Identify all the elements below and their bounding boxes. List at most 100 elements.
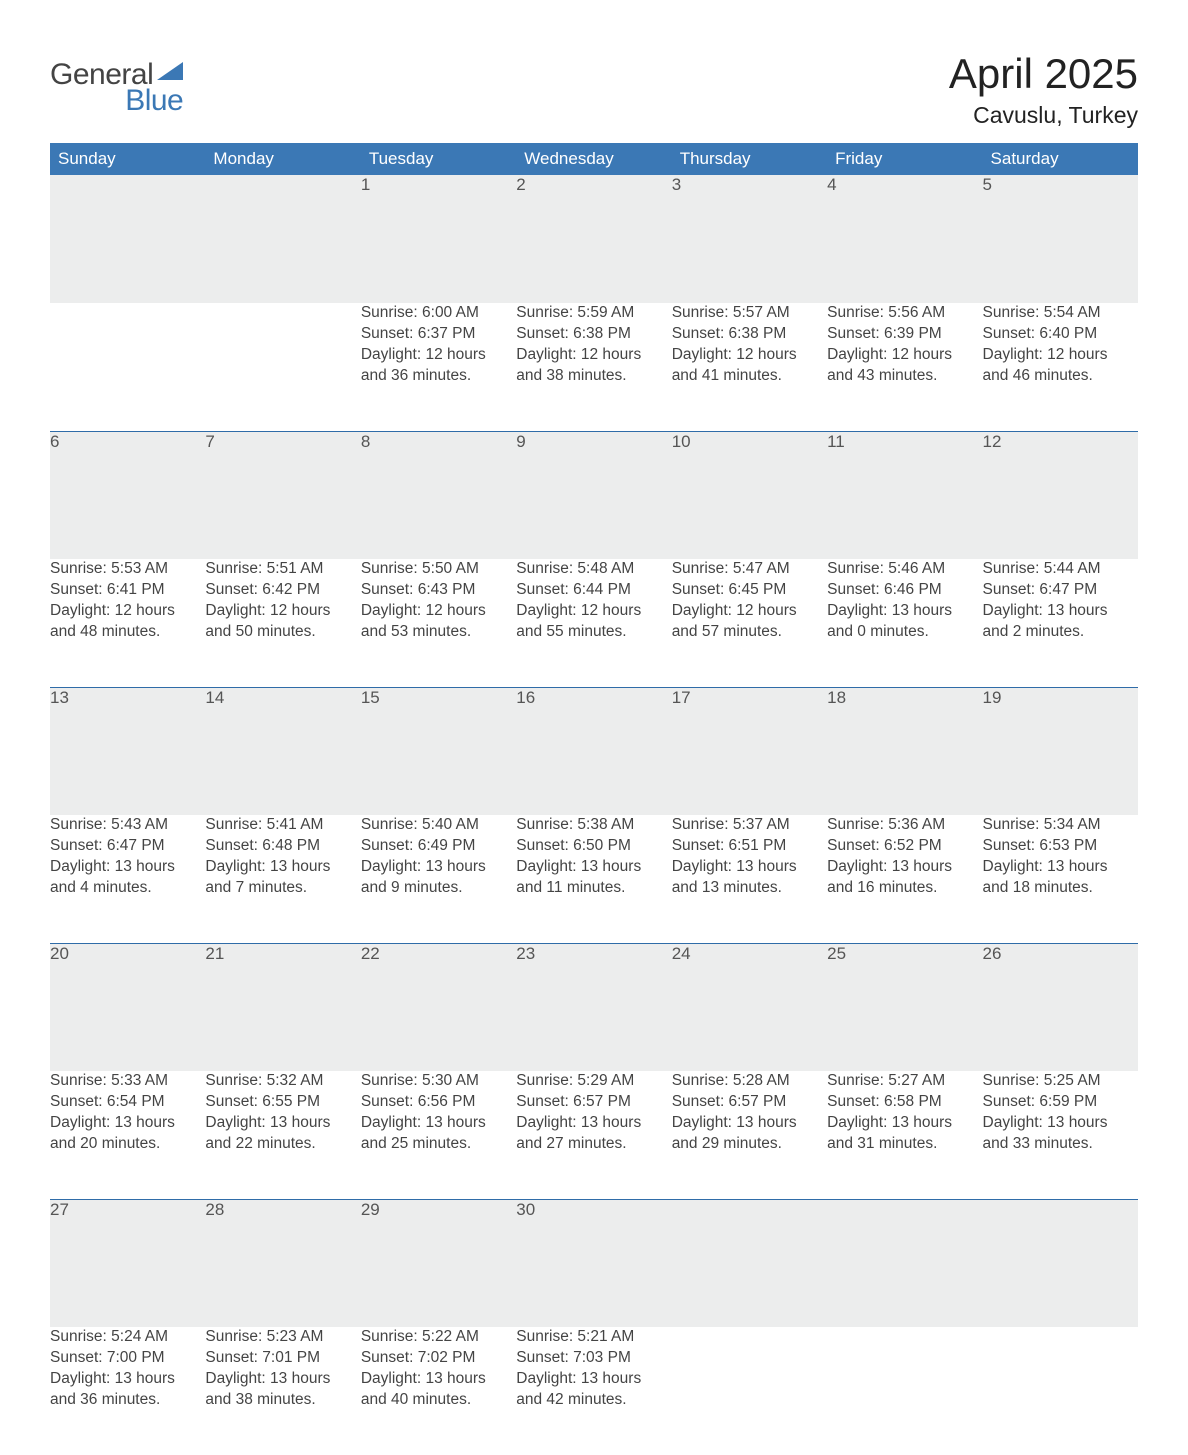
cell-dl2: and 20 minutes.: [50, 1134, 205, 1155]
cell-dl1: Daylight: 13 hours: [361, 1369, 516, 1390]
cell-sunset: Sunset: 6:38 PM: [672, 324, 827, 345]
day-content-cell: Sunrise: 5:53 AMSunset: 6:41 PMDaylight:…: [50, 559, 205, 687]
cell-dl2: and 48 minutes.: [50, 622, 205, 643]
cell-sunset: Sunset: 6:43 PM: [361, 580, 516, 601]
cell-dl1: Daylight: 13 hours: [827, 857, 982, 878]
day-content-cell: Sunrise: 5:21 AMSunset: 7:03 PMDaylight:…: [516, 1327, 671, 1455]
cell-dl2: and 25 minutes.: [361, 1134, 516, 1155]
day-number-cell: 12: [983, 431, 1138, 559]
day-number-cell: 11: [827, 431, 982, 559]
cell-sunset: Sunset: 6:55 PM: [205, 1092, 360, 1113]
brand-triangle-icon: [157, 56, 183, 86]
day-content-row: Sunrise: 5:24 AMSunset: 7:00 PMDaylight:…: [50, 1327, 1138, 1455]
weekday-header: Tuesday: [361, 143, 516, 175]
cell-sunset: Sunset: 6:49 PM: [361, 836, 516, 857]
day-number-cell: 6: [50, 431, 205, 559]
day-number-row: 20212223242526: [50, 943, 1138, 1071]
day-content-cell: Sunrise: 5:51 AMSunset: 6:42 PMDaylight:…: [205, 559, 360, 687]
cell-sunset: Sunset: 6:56 PM: [361, 1092, 516, 1113]
cell-sunrise: Sunrise: 5:50 AM: [361, 559, 516, 580]
day-content-cell: Sunrise: 5:36 AMSunset: 6:52 PMDaylight:…: [827, 815, 982, 943]
cell-dl2: and 55 minutes.: [516, 622, 671, 643]
cell-sunset: Sunset: 6:57 PM: [516, 1092, 671, 1113]
cell-dl2: and 36 minutes.: [361, 366, 516, 387]
cell-sunrise: Sunrise: 5:38 AM: [516, 815, 671, 836]
day-content-row: Sunrise: 5:53 AMSunset: 6:41 PMDaylight:…: [50, 559, 1138, 687]
day-content-cell: [827, 1327, 982, 1455]
cell-sunrise: Sunrise: 5:30 AM: [361, 1071, 516, 1092]
day-number-cell: 16: [516, 687, 671, 815]
cell-sunset: Sunset: 6:52 PM: [827, 836, 982, 857]
weekday-header: Sunday: [50, 143, 205, 175]
day-number-cell: [983, 1199, 1138, 1327]
cell-sunrise: Sunrise: 5:36 AM: [827, 815, 982, 836]
cell-sunrise: Sunrise: 5:56 AM: [827, 303, 982, 324]
day-content-cell: Sunrise: 5:44 AMSunset: 6:47 PMDaylight:…: [983, 559, 1138, 687]
cell-dl2: and 50 minutes.: [205, 622, 360, 643]
day-number-cell: 22: [361, 943, 516, 1071]
cell-dl2: and 7 minutes.: [205, 878, 360, 899]
day-number-cell: 14: [205, 687, 360, 815]
day-number-cell: [50, 175, 205, 303]
day-number-cell: 2: [516, 175, 671, 303]
day-content-row: Sunrise: 6:00 AMSunset: 6:37 PMDaylight:…: [50, 303, 1138, 431]
calendar-table: SundayMondayTuesdayWednesdayThursdayFrid…: [50, 143, 1138, 1455]
cell-dl2: and 16 minutes.: [827, 878, 982, 899]
day-number-row: 12345: [50, 175, 1138, 303]
cell-sunset: Sunset: 6:39 PM: [827, 324, 982, 345]
cell-dl1: Daylight: 12 hours: [361, 601, 516, 622]
cell-dl2: and 27 minutes.: [516, 1134, 671, 1155]
day-number-cell: 17: [672, 687, 827, 815]
cell-sunrise: Sunrise: 5:41 AM: [205, 815, 360, 836]
page-title: April 2025: [949, 50, 1138, 98]
day-content-cell: Sunrise: 5:40 AMSunset: 6:49 PMDaylight:…: [361, 815, 516, 943]
cell-sunset: Sunset: 7:02 PM: [361, 1348, 516, 1369]
day-number-cell: 9: [516, 431, 671, 559]
cell-sunset: Sunset: 6:46 PM: [827, 580, 982, 601]
cell-dl1: Daylight: 13 hours: [983, 601, 1138, 622]
day-content-cell: Sunrise: 5:27 AMSunset: 6:58 PMDaylight:…: [827, 1071, 982, 1199]
cell-dl2: and 18 minutes.: [983, 878, 1138, 899]
cell-sunrise: Sunrise: 5:27 AM: [827, 1071, 982, 1092]
day-content-cell: Sunrise: 6:00 AMSunset: 6:37 PMDaylight:…: [361, 303, 516, 431]
cell-sunset: Sunset: 6:57 PM: [672, 1092, 827, 1113]
cell-dl1: Daylight: 12 hours: [50, 601, 205, 622]
cell-sunrise: Sunrise: 5:25 AM: [983, 1071, 1138, 1092]
cell-dl2: and 2 minutes.: [983, 622, 1138, 643]
cell-dl2: and 9 minutes.: [361, 878, 516, 899]
day-content-cell: Sunrise: 5:54 AMSunset: 6:40 PMDaylight:…: [983, 303, 1138, 431]
day-content-cell: Sunrise: 5:47 AMSunset: 6:45 PMDaylight:…: [672, 559, 827, 687]
day-number-row: 27282930: [50, 1199, 1138, 1327]
title-block: April 2025 Cavuslu, Turkey: [949, 50, 1138, 129]
cell-dl1: Daylight: 12 hours: [672, 601, 827, 622]
cell-sunset: Sunset: 6:59 PM: [983, 1092, 1138, 1113]
day-content-cell: [50, 303, 205, 431]
cell-dl1: Daylight: 13 hours: [205, 1113, 360, 1134]
cell-dl2: and 11 minutes.: [516, 878, 671, 899]
cell-sunset: Sunset: 6:48 PM: [205, 836, 360, 857]
day-content-cell: Sunrise: 5:23 AMSunset: 7:01 PMDaylight:…: [205, 1327, 360, 1455]
day-number-row: 6789101112: [50, 431, 1138, 559]
cell-sunrise: Sunrise: 5:29 AM: [516, 1071, 671, 1092]
day-content-cell: Sunrise: 5:46 AMSunset: 6:46 PMDaylight:…: [827, 559, 982, 687]
cell-dl1: Daylight: 13 hours: [983, 857, 1138, 878]
cell-dl2: and 38 minutes.: [205, 1390, 360, 1411]
day-content-cell: Sunrise: 5:29 AMSunset: 6:57 PMDaylight:…: [516, 1071, 671, 1199]
cell-sunrise: Sunrise: 5:22 AM: [361, 1327, 516, 1348]
cell-sunset: Sunset: 6:51 PM: [672, 836, 827, 857]
cell-dl2: and 40 minutes.: [361, 1390, 516, 1411]
day-number-cell: 10: [672, 431, 827, 559]
day-number-cell: 1: [361, 175, 516, 303]
cell-sunrise: Sunrise: 5:48 AM: [516, 559, 671, 580]
header-bar: General Blue April 2025 Cavuslu, Turkey: [50, 50, 1138, 129]
cell-sunrise: Sunrise: 6:00 AM: [361, 303, 516, 324]
day-content-cell: Sunrise: 5:33 AMSunset: 6:54 PMDaylight:…: [50, 1071, 205, 1199]
weekday-header: Friday: [827, 143, 982, 175]
weekday-header: Saturday: [983, 143, 1138, 175]
cell-sunrise: Sunrise: 5:46 AM: [827, 559, 982, 580]
day-content-cell: Sunrise: 5:37 AMSunset: 6:51 PMDaylight:…: [672, 815, 827, 943]
cell-dl1: Daylight: 12 hours: [516, 345, 671, 366]
day-number-cell: 28: [205, 1199, 360, 1327]
day-number-cell: [205, 175, 360, 303]
day-content-cell: Sunrise: 5:56 AMSunset: 6:39 PMDaylight:…: [827, 303, 982, 431]
